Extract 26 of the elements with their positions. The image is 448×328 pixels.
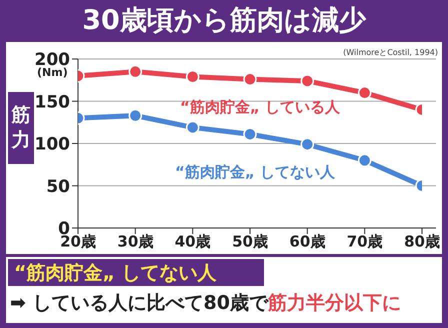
point <box>128 64 142 78</box>
point <box>300 74 314 88</box>
point <box>186 120 200 134</box>
series-label: “筋肉貯金„ してない人 <box>175 163 335 182</box>
x-tick-label: 30歳 <box>117 232 154 251</box>
y-tick-label: 150 <box>34 92 70 112</box>
x-tick-label: 80歳 <box>404 232 440 251</box>
y-tick-label: 100 <box>34 134 70 155</box>
x-tick-label: 40歳 <box>174 232 211 251</box>
x-tick-label: 50歳 <box>232 232 268 251</box>
point <box>186 70 200 84</box>
point <box>358 86 372 100</box>
text: “筋肉貯金„ してない人 <box>8 259 264 286</box>
text: 筋力半分以下に <box>268 292 401 314</box>
x-tick-label: 70歳 <box>346 232 383 251</box>
point <box>358 154 372 168</box>
point <box>243 72 257 86</box>
text: (WilmoreとCostil, 1994) <box>343 47 438 58</box>
y-axis-title: 筋力 <box>11 103 31 153</box>
y-tick-label: 50 <box>46 176 70 197</box>
chart-title: 30歳頃から筋肉は減少 <box>81 4 368 38</box>
point <box>243 127 257 141</box>
series-label: “筋肉貯金„ している人 <box>180 98 340 117</box>
point <box>128 108 142 122</box>
x-tick-label: 60歳 <box>289 232 326 251</box>
point <box>300 138 314 152</box>
